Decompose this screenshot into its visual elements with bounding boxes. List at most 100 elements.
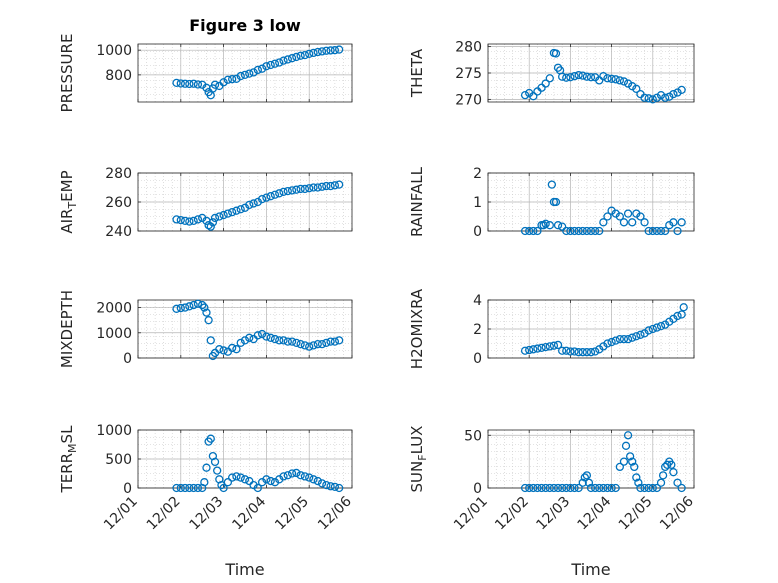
x-tick-label: 12/04 xyxy=(229,493,269,533)
data-point xyxy=(595,76,604,85)
data-point xyxy=(206,434,215,443)
data-point xyxy=(562,346,571,355)
y-tick-label: 2000 xyxy=(96,301,132,317)
data-point xyxy=(669,89,678,99)
data-point xyxy=(228,343,237,353)
data-point xyxy=(586,483,596,493)
data-point xyxy=(648,226,657,236)
data-point xyxy=(545,221,554,230)
plot-area xyxy=(138,44,352,102)
data-point xyxy=(292,468,301,478)
data-point xyxy=(228,75,237,84)
data-point xyxy=(520,226,530,236)
data-point xyxy=(266,333,275,342)
data-point xyxy=(202,308,211,317)
data-point xyxy=(599,483,608,493)
x-tick-label: 12/02 xyxy=(492,494,532,534)
data-point xyxy=(619,218,629,227)
data-point xyxy=(287,186,297,195)
y-tick-label: 260 xyxy=(105,195,132,211)
data-point xyxy=(553,340,563,350)
data-point xyxy=(283,337,292,346)
y-tick-label: 800 xyxy=(105,68,132,84)
y-tick-label: 4 xyxy=(473,293,482,309)
data-point xyxy=(210,457,220,467)
x-tick-label: 12/05 xyxy=(272,494,312,534)
y-tick-label: 0 xyxy=(473,481,482,497)
data-point xyxy=(644,226,653,236)
data-point xyxy=(193,483,203,493)
data-point xyxy=(240,70,250,80)
data-point xyxy=(257,194,267,204)
data-point xyxy=(661,226,670,236)
subplot-7: 0 500 1000 TERRMSL 12/01 12/02 12/03 12/04 12/05… xyxy=(58,423,355,579)
data-point xyxy=(520,90,530,100)
data-point xyxy=(257,329,267,339)
data-point xyxy=(270,59,280,68)
data-point xyxy=(644,326,653,335)
data-point xyxy=(541,79,550,88)
data-point xyxy=(545,74,554,83)
data-point xyxy=(300,184,310,194)
x-tick-label: 12/03 xyxy=(187,494,227,534)
data-point xyxy=(305,473,314,482)
data-point xyxy=(558,483,567,493)
data-point xyxy=(533,226,542,236)
data-point xyxy=(300,472,310,481)
data-point xyxy=(228,207,237,217)
data-point xyxy=(309,48,318,58)
data-point xyxy=(574,226,583,236)
x-tick-label: 12/01 xyxy=(101,494,141,534)
data-point xyxy=(677,218,686,227)
y-tick-label: 2 xyxy=(473,322,482,338)
data-point xyxy=(545,342,554,351)
y-axis-label: MIXDEPTH xyxy=(58,290,76,368)
subplot-6: 0 2 4 H2OMIXRA xyxy=(408,288,695,369)
axes-box xyxy=(137,43,353,103)
data-point xyxy=(603,74,612,83)
data-point xyxy=(335,180,344,189)
data-point xyxy=(232,472,241,481)
data-point xyxy=(215,345,224,354)
data-point xyxy=(330,337,340,346)
data-point xyxy=(296,184,305,194)
data-point xyxy=(679,303,688,312)
data-point xyxy=(206,336,215,345)
data-point xyxy=(574,348,583,357)
data-point xyxy=(317,182,327,191)
data-point xyxy=(529,92,538,101)
y-tick-label: 0 xyxy=(473,224,482,240)
data-point xyxy=(541,342,550,352)
y-tick-label: 1000 xyxy=(96,326,132,342)
data-point xyxy=(566,226,575,236)
data-point xyxy=(669,218,678,227)
data-point xyxy=(204,316,213,325)
data-point xyxy=(283,186,292,196)
data-point xyxy=(189,216,198,226)
x-tick-label: 12/03 xyxy=(533,494,573,534)
data-point xyxy=(625,452,635,461)
data-point xyxy=(673,226,682,236)
data-point xyxy=(603,483,612,493)
data-point xyxy=(619,77,629,86)
y-axis-label: AIRTEMP xyxy=(58,170,79,233)
data-point xyxy=(529,345,538,354)
data-point xyxy=(656,321,666,331)
data-point xyxy=(525,483,534,493)
y-axis-label: PRESSURE xyxy=(58,34,76,113)
data-point xyxy=(219,78,228,87)
data-point xyxy=(275,58,284,67)
data-point xyxy=(193,80,203,89)
x-axis-label: Time xyxy=(570,560,610,579)
data-point xyxy=(644,483,653,493)
data-point xyxy=(640,218,649,227)
data-point xyxy=(586,226,596,236)
data-point xyxy=(335,483,344,493)
data-point xyxy=(249,199,258,208)
y-axis-label: THETA xyxy=(408,48,426,98)
subplot-2: 270 275 280 THETA xyxy=(408,40,695,108)
data-point xyxy=(537,343,546,353)
data-point xyxy=(309,475,318,484)
data-point xyxy=(652,93,662,102)
data-point xyxy=(566,347,575,356)
